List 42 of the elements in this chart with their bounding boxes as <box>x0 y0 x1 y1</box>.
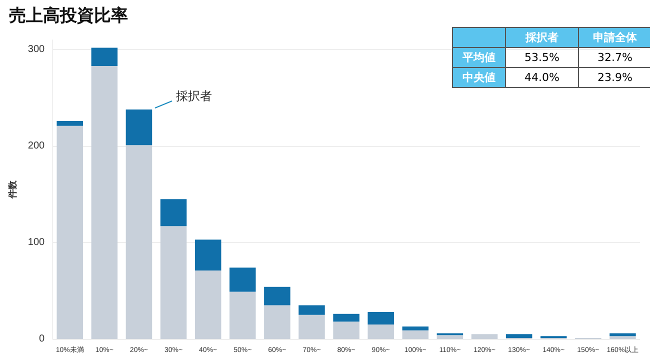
bar <box>56 126 83 339</box>
bar <box>230 292 256 339</box>
y-axis-title: 件数 <box>8 180 18 200</box>
bar <box>126 145 152 339</box>
text: 23.9% <box>598 71 632 84</box>
bar <box>160 199 187 226</box>
y-tick-label: 200 <box>28 140 46 152</box>
bar <box>368 312 394 325</box>
category-label: 申請全体 <box>578 28 650 48</box>
bar <box>91 66 118 339</box>
bar <box>160 226 187 339</box>
bar <box>610 333 636 336</box>
bar <box>333 314 360 322</box>
category-label: 中央値 <box>462 71 496 84</box>
bar <box>56 121 83 126</box>
bar <box>333 322 360 339</box>
bar <box>471 334 498 339</box>
bar <box>402 330 429 339</box>
category-label: 平均値 <box>462 51 496 64</box>
y-tick-label: 300 <box>28 44 46 56</box>
chart-title: 売上高投資比率 <box>9 6 128 25</box>
bar <box>368 324 394 339</box>
bar <box>298 305 325 315</box>
bar <box>402 326 429 330</box>
annotation: 採択者 <box>176 89 212 103</box>
bar <box>91 48 118 66</box>
bar <box>126 109 152 146</box>
bar <box>436 335 464 339</box>
bar <box>264 305 290 339</box>
bar <box>506 334 532 338</box>
y-tick-label: 100 <box>28 237 46 248</box>
text: 53.5% <box>524 51 560 64</box>
bar <box>194 270 222 339</box>
y-tick-label: 0 <box>39 334 46 344</box>
bar <box>194 240 222 271</box>
text: 44.0% <box>524 71 560 84</box>
bar <box>610 336 636 339</box>
text: 32.7% <box>598 51 632 64</box>
bar <box>230 268 256 292</box>
category-label: 採択者 <box>506 28 578 48</box>
bar <box>298 314 325 339</box>
bar <box>264 286 290 306</box>
